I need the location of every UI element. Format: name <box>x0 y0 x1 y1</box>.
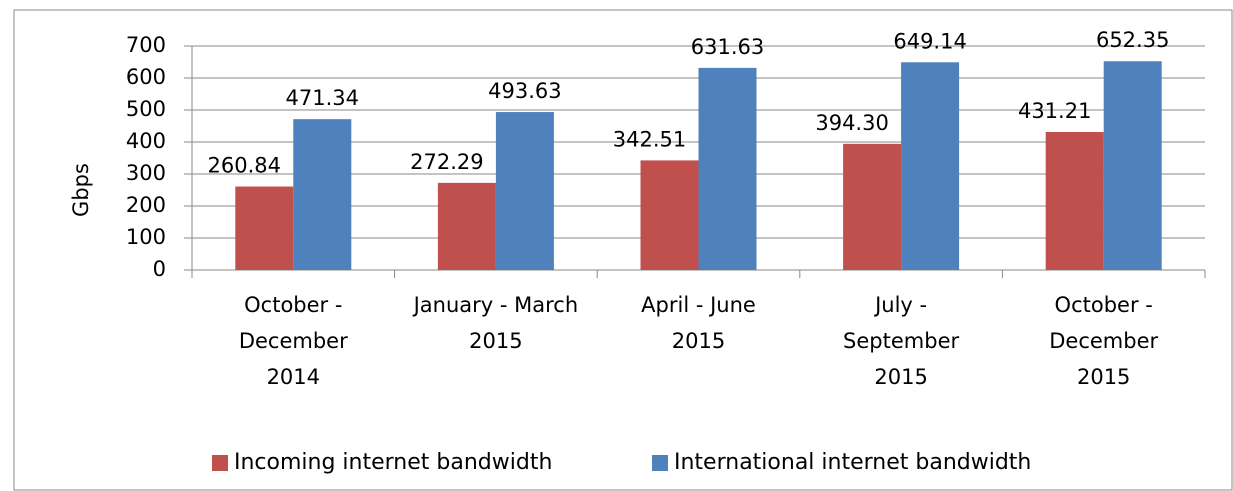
value-label: 649.14 <box>893 29 966 53</box>
y-tick-label: 100 <box>126 225 166 249</box>
y-tick-label: 300 <box>126 161 166 185</box>
legend-label: Incoming internet bandwidth <box>234 450 552 475</box>
value-label: 260.84 <box>208 154 281 178</box>
legend-swatch <box>652 455 668 471</box>
value-label: 631.63 <box>691 35 764 59</box>
x-tick-label: 2015 <box>469 329 522 353</box>
value-label: 272.29 <box>410 150 483 174</box>
x-tick-label: 2015 <box>874 365 927 389</box>
value-label: 431.21 <box>1018 99 1091 123</box>
bar <box>1045 132 1104 270</box>
value-label: 652.35 <box>1096 28 1169 52</box>
bar <box>437 182 496 270</box>
bar <box>843 143 902 270</box>
x-tick-label: 2015 <box>672 329 725 353</box>
x-tick-label: October - <box>1055 293 1153 317</box>
y-axis-label: Gbps <box>69 163 93 217</box>
y-tick-label: 400 <box>126 129 166 153</box>
bar <box>235 186 294 270</box>
x-tick-label: January - March <box>412 293 579 317</box>
y-tick-label: 200 <box>126 193 166 217</box>
bar <box>1103 61 1162 270</box>
x-tick-label: September <box>843 329 959 353</box>
chart-frame <box>13 9 1233 491</box>
x-tick-label: 2014 <box>267 365 320 389</box>
x-tick-label: October - <box>244 293 342 317</box>
legend-swatch <box>212 455 228 471</box>
value-label: 394.30 <box>815 111 888 135</box>
value-label: 471.34 <box>286 86 359 110</box>
bar <box>901 62 960 270</box>
bar <box>698 67 757 270</box>
y-tick-label: 0 <box>153 257 166 281</box>
value-label: 493.63 <box>488 79 561 103</box>
x-tick-label: December <box>239 329 348 353</box>
bar <box>293 119 352 270</box>
legend-label: International internet bandwidth <box>674 450 1031 475</box>
x-tick-label: 2015 <box>1077 365 1130 389</box>
bar <box>495 112 554 271</box>
bar <box>640 160 699 270</box>
x-tick-label: April - June <box>641 293 756 317</box>
y-tick-label: 600 <box>126 65 166 89</box>
y-tick-label: 700 <box>126 33 166 57</box>
value-label: 342.51 <box>613 127 686 151</box>
y-tick-label: 500 <box>126 97 166 121</box>
x-tick-label: December <box>1049 329 1158 353</box>
x-tick-label: July - <box>873 293 927 317</box>
